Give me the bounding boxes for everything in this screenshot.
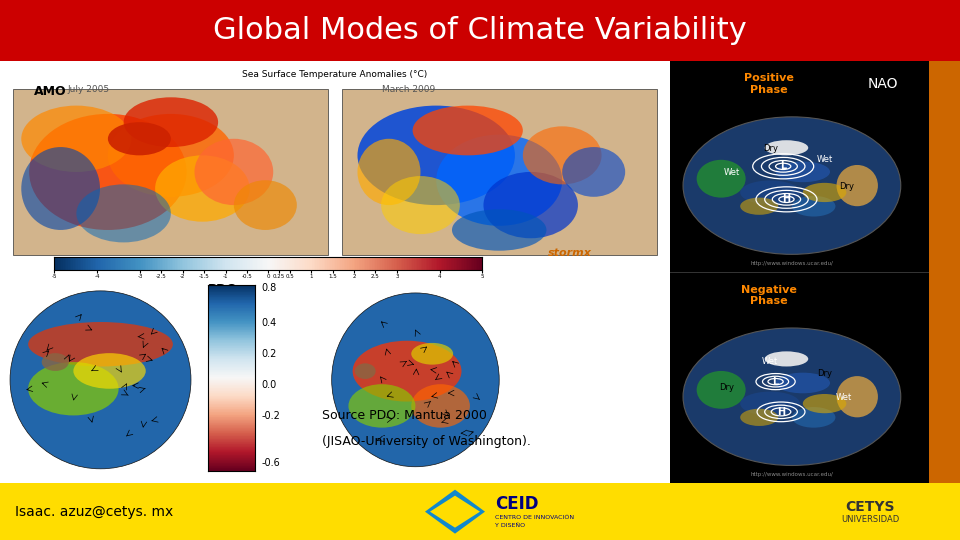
Ellipse shape bbox=[234, 180, 297, 230]
Text: Dry: Dry bbox=[817, 369, 832, 378]
Polygon shape bbox=[430, 496, 480, 528]
Text: Source PDO: Mantua 2000: Source PDO: Mantua 2000 bbox=[322, 409, 487, 422]
Ellipse shape bbox=[803, 394, 847, 413]
Bar bbox=[13, 89, 328, 255]
Ellipse shape bbox=[124, 97, 218, 147]
Ellipse shape bbox=[73, 353, 146, 389]
Text: Dry: Dry bbox=[719, 383, 734, 392]
Ellipse shape bbox=[836, 165, 877, 206]
Text: Wet: Wet bbox=[816, 154, 832, 164]
Text: CEID: CEID bbox=[495, 495, 539, 512]
Bar bbox=[0, 0, 960, 61]
Ellipse shape bbox=[452, 209, 546, 251]
Ellipse shape bbox=[10, 291, 191, 469]
Text: Y DISEÑO: Y DISEÑO bbox=[495, 523, 525, 528]
Ellipse shape bbox=[792, 407, 835, 428]
Bar bbox=[342, 89, 657, 255]
Text: Global Modes of Climate Variability: Global Modes of Climate Variability bbox=[213, 16, 747, 45]
Bar bbox=[670, 61, 929, 483]
Ellipse shape bbox=[332, 293, 499, 467]
Ellipse shape bbox=[765, 352, 808, 367]
Ellipse shape bbox=[156, 156, 250, 222]
Ellipse shape bbox=[411, 384, 469, 428]
Text: July 2005: July 2005 bbox=[67, 85, 109, 94]
Text: Sea Surface Temperature Anomalies (°C): Sea Surface Temperature Anomalies (°C) bbox=[243, 70, 427, 79]
Text: PDO: PDO bbox=[207, 282, 238, 295]
Text: Wet: Wet bbox=[762, 357, 779, 366]
Text: -0.2: -0.2 bbox=[261, 411, 280, 421]
Ellipse shape bbox=[697, 371, 746, 409]
Ellipse shape bbox=[776, 373, 830, 393]
Ellipse shape bbox=[195, 139, 274, 205]
Ellipse shape bbox=[21, 147, 100, 230]
Ellipse shape bbox=[29, 114, 186, 230]
Text: Negative
Phase: Negative Phase bbox=[740, 285, 797, 306]
Ellipse shape bbox=[411, 343, 453, 364]
Bar bbox=[0, 483, 960, 540]
Bar bbox=[670, 61, 929, 107]
Ellipse shape bbox=[740, 198, 779, 215]
Ellipse shape bbox=[776, 161, 830, 182]
Ellipse shape bbox=[740, 180, 800, 205]
Ellipse shape bbox=[381, 176, 460, 234]
Ellipse shape bbox=[523, 126, 602, 184]
Text: H: H bbox=[777, 407, 785, 417]
Text: CETYS: CETYS bbox=[845, 500, 895, 514]
Bar bbox=[929, 61, 960, 483]
Ellipse shape bbox=[41, 353, 69, 371]
Ellipse shape bbox=[21, 106, 132, 172]
Text: Dry: Dry bbox=[839, 182, 853, 191]
Ellipse shape bbox=[803, 183, 847, 202]
Text: 0.0: 0.0 bbox=[261, 380, 276, 390]
Text: (JISAO-University of Washington).: (JISAO-University of Washington). bbox=[322, 435, 531, 448]
Ellipse shape bbox=[355, 363, 375, 379]
Text: http://www.windows.ucar.edu/: http://www.windows.ucar.edu/ bbox=[751, 472, 833, 477]
Text: CENTRO DE INNOVACIÓN: CENTRO DE INNOVACIÓN bbox=[495, 515, 574, 520]
Ellipse shape bbox=[484, 172, 578, 238]
Text: UNIVERSIDAD: UNIVERSIDAD bbox=[841, 515, 900, 524]
Text: Dry: Dry bbox=[762, 144, 778, 153]
Ellipse shape bbox=[697, 160, 746, 198]
Text: 0.4: 0.4 bbox=[261, 318, 276, 328]
Text: 0.8: 0.8 bbox=[261, 282, 276, 293]
Ellipse shape bbox=[740, 409, 779, 426]
Ellipse shape bbox=[77, 184, 171, 242]
Ellipse shape bbox=[740, 392, 800, 416]
Text: L: L bbox=[773, 376, 779, 387]
Ellipse shape bbox=[108, 122, 171, 156]
Ellipse shape bbox=[683, 117, 900, 254]
Text: stormx: stormx bbox=[547, 248, 591, 258]
Ellipse shape bbox=[28, 362, 119, 415]
Text: NAO: NAO bbox=[868, 77, 898, 91]
Ellipse shape bbox=[683, 328, 900, 465]
Text: http://www.windows.ucar.edu/: http://www.windows.ucar.edu/ bbox=[751, 261, 833, 266]
Text: -0.6: -0.6 bbox=[261, 458, 280, 469]
Text: Wet: Wet bbox=[724, 168, 740, 177]
Ellipse shape bbox=[792, 196, 835, 217]
Text: March 2009: March 2009 bbox=[382, 85, 435, 94]
Ellipse shape bbox=[836, 376, 877, 417]
Text: H: H bbox=[782, 194, 790, 204]
Bar bbox=[670, 272, 929, 273]
Text: Positive
Phase: Positive Phase bbox=[744, 73, 794, 95]
Ellipse shape bbox=[357, 106, 515, 205]
Text: AMO: AMO bbox=[34, 85, 66, 98]
Ellipse shape bbox=[765, 140, 808, 156]
Ellipse shape bbox=[357, 139, 420, 205]
Ellipse shape bbox=[413, 106, 523, 156]
Polygon shape bbox=[425, 490, 485, 534]
Bar bbox=[670, 272, 929, 319]
Ellipse shape bbox=[563, 147, 625, 197]
Ellipse shape bbox=[348, 384, 416, 428]
Text: Isaac. azuz@cetys. mx: Isaac. azuz@cetys. mx bbox=[15, 505, 173, 518]
Text: Wet: Wet bbox=[836, 393, 852, 402]
Bar bbox=[0, 61, 670, 483]
Ellipse shape bbox=[28, 322, 173, 367]
Text: L: L bbox=[780, 161, 786, 171]
Ellipse shape bbox=[436, 134, 563, 226]
Ellipse shape bbox=[352, 341, 462, 402]
Ellipse shape bbox=[108, 114, 234, 197]
Text: 0.2: 0.2 bbox=[261, 349, 276, 359]
